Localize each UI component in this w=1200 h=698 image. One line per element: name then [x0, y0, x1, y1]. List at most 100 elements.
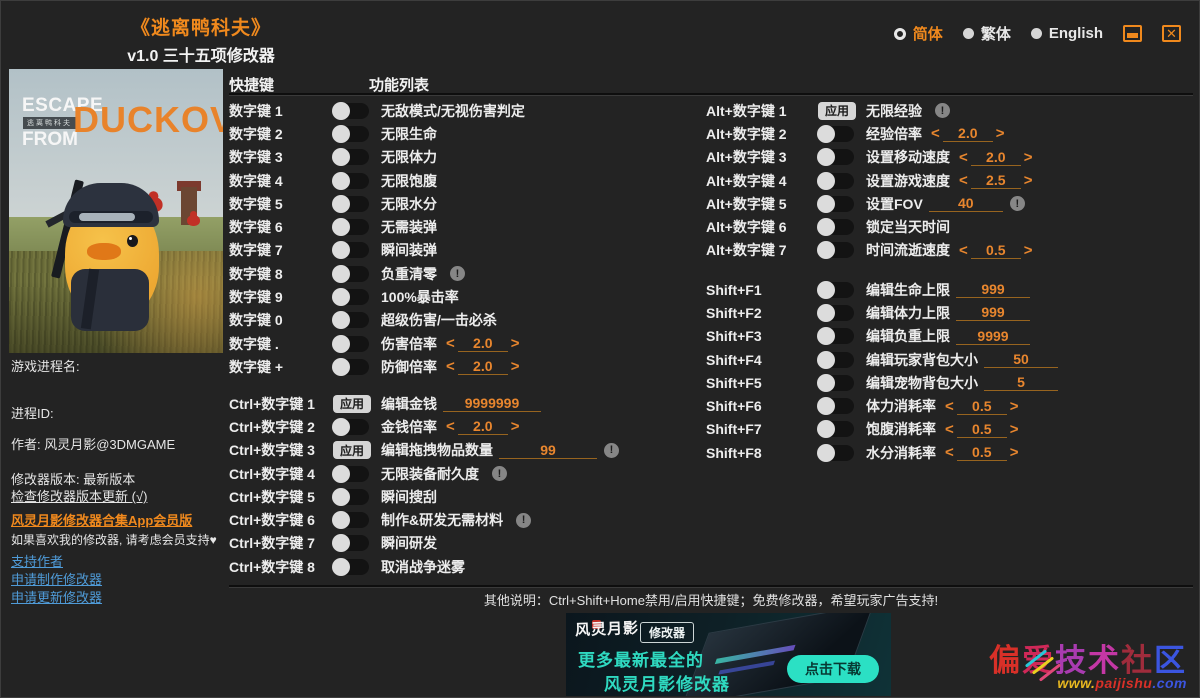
toggle-switch[interactable] — [332, 194, 369, 213]
value-field[interactable]: 40 — [928, 195, 1003, 213]
toggle-switch[interactable] — [332, 334, 369, 353]
cover-escape-text: ESCAPE — [22, 95, 104, 116]
function-label: 无需装弹 — [381, 219, 437, 236]
stepper-decrease-icon[interactable]: < — [959, 241, 968, 259]
hotkey-row: Alt+数字键 6 锁定当天时间 — [706, 215, 1193, 238]
toggle-switch[interactable] — [332, 288, 369, 307]
toggle-switch[interactable] — [332, 101, 369, 120]
hotkey-row: Alt+数字键 5 设置FOV 40! — [706, 192, 1193, 215]
stepper-decrease-icon[interactable]: < — [945, 420, 954, 438]
toggle-switch[interactable] — [817, 303, 854, 322]
toggle-switch[interactable] — [817, 218, 854, 237]
stepper-increase-icon[interactable]: > — [510, 418, 520, 436]
language-label: 繁体 — [980, 26, 1011, 43]
value-field[interactable]: 0.5 — [956, 421, 1007, 438]
hotkey-row: 数字键 1 无敌模式/无视伤害判定 — [229, 99, 699, 122]
stepper-decrease-icon[interactable]: < — [945, 444, 954, 462]
value-field[interactable]: 2.0 — [457, 335, 508, 353]
value-field[interactable]: 0.5 — [956, 444, 1007, 462]
toggle-switch[interactable] — [817, 148, 854, 167]
toggle-switch[interactable] — [817, 280, 854, 299]
stepper-increase-icon[interactable]: > — [510, 335, 520, 353]
value-field[interactable]: 0.5 — [956, 398, 1007, 415]
toggle-switch[interactable] — [817, 420, 854, 439]
hotkey-label: Ctrl+数字键 7 — [229, 535, 315, 552]
banner-badge: 修改器 — [640, 622, 695, 643]
stepper-increase-icon[interactable]: > — [995, 125, 1005, 143]
toggle-switch[interactable] — [817, 171, 854, 190]
toggle-switch[interactable] — [332, 357, 369, 376]
toggle-switch[interactable] — [332, 171, 369, 190]
close-button[interactable]: ✕ — [1162, 25, 1181, 42]
toggle-switch[interactable] — [332, 124, 369, 143]
stepper-decrease-icon[interactable]: < — [931, 125, 940, 143]
hotkey-label: Shift+F1 — [706, 281, 762, 298]
stepper-increase-icon[interactable]: > — [1023, 241, 1033, 259]
value-field[interactable]: 2.5 — [970, 172, 1021, 190]
stepper-decrease-icon[interactable]: < — [945, 397, 954, 415]
language-option-simplified[interactable]: 简体 — [893, 23, 943, 44]
hotkey-row: 数字键 . 伤害倍率 <2.0 > — [229, 332, 699, 355]
value-field[interactable]: 5 — [984, 374, 1058, 392]
language-label: 简体 — [912, 26, 943, 43]
stepper-increase-icon[interactable]: > — [1023, 148, 1033, 166]
support-author-link[interactable]: 支持作者 — [11, 554, 64, 569]
value-field[interactable]: 999 — [956, 281, 1030, 299]
toggle-switch[interactable] — [332, 487, 369, 506]
stepper-increase-icon[interactable]: > — [1009, 444, 1019, 462]
toggle-switch[interactable] — [332, 264, 369, 283]
hotkey-label: Alt+数字键 7 — [706, 242, 787, 259]
toggle-switch[interactable] — [332, 417, 369, 436]
stepper-decrease-icon[interactable]: < — [446, 335, 455, 353]
value-field[interactable]: 2.0 — [457, 358, 508, 376]
toggle-switch[interactable] — [817, 241, 854, 260]
value-field[interactable]: 999 — [956, 304, 1030, 322]
toggle-switch[interactable] — [332, 311, 369, 330]
stepper-decrease-icon[interactable]: < — [959, 172, 968, 190]
toggle-switch[interactable] — [817, 124, 854, 143]
toggle-switch[interactable] — [332, 511, 369, 530]
value-field[interactable]: 9999999 — [443, 395, 541, 413]
apply-button[interactable]: 应用 — [333, 394, 371, 413]
language-option-traditional[interactable]: 繁体 — [962, 23, 1011, 44]
apply-button[interactable]: 应用 — [818, 101, 856, 120]
toggle-switch[interactable] — [817, 443, 854, 462]
stepper-increase-icon[interactable]: > — [1009, 397, 1019, 415]
toggle-switch[interactable] — [817, 350, 854, 369]
value-field[interactable]: 2.0 — [970, 149, 1021, 166]
apply-button[interactable]: 应用 — [333, 441, 371, 460]
value-field[interactable]: 2.0 — [457, 418, 508, 436]
ad-banner[interactable]: 风灵月影 修改器 更多最新最全的 风灵月影修改器 点击下载 — [566, 613, 891, 696]
toggle-switch[interactable] — [332, 557, 369, 576]
app-promo-link[interactable]: 风灵月影修改器合集App会员版 — [11, 513, 193, 528]
toggle-switch[interactable] — [817, 194, 854, 213]
stepper-decrease-icon[interactable]: < — [446, 358, 455, 376]
value-field[interactable]: 9999 — [956, 328, 1030, 345]
alt-group: Alt+数字键 1 应用 无限经验! Alt+数字键 2 经验倍率 <2.0 > Alt+数字… — [706, 99, 1193, 262]
stepper-decrease-icon[interactable]: < — [959, 148, 968, 166]
request-update-link[interactable]: 申请更新修改器 — [11, 590, 103, 605]
value-field[interactable]: 50 — [984, 351, 1058, 369]
toggle-switch[interactable] — [817, 397, 854, 416]
request-trainer-link[interactable]: 申请制作修改器 — [11, 572, 103, 587]
cover-duckov-text: DUCKOV — [73, 99, 223, 140]
value-field[interactable]: 2.0 — [942, 125, 993, 143]
toggle-switch[interactable] — [332, 148, 369, 167]
toggle-switch[interactable] — [332, 464, 369, 483]
stepper-increase-icon[interactable]: > — [1023, 172, 1033, 190]
value-field[interactable]: 99 — [499, 442, 597, 459]
language-option-english[interactable]: English — [1030, 25, 1103, 42]
check-update-link[interactable]: 检查修改器版本更新 (√) — [11, 489, 148, 504]
toggle-switch[interactable] — [332, 218, 369, 237]
value-field[interactable]: 0.5 — [970, 242, 1021, 259]
stepper-increase-icon[interactable]: > — [1009, 420, 1019, 438]
hotkey-row: Shift+F2 编辑体力上限 999 — [706, 301, 1193, 324]
toggle-switch[interactable] — [817, 373, 854, 392]
minimize-button[interactable] — [1123, 25, 1142, 42]
stepper-increase-icon[interactable]: > — [510, 358, 520, 376]
download-button[interactable]: 点击下载 — [787, 655, 879, 683]
toggle-switch[interactable] — [332, 241, 369, 260]
toggle-switch[interactable] — [817, 327, 854, 346]
stepper-decrease-icon[interactable]: < — [446, 418, 455, 436]
toggle-switch[interactable] — [332, 534, 369, 553]
